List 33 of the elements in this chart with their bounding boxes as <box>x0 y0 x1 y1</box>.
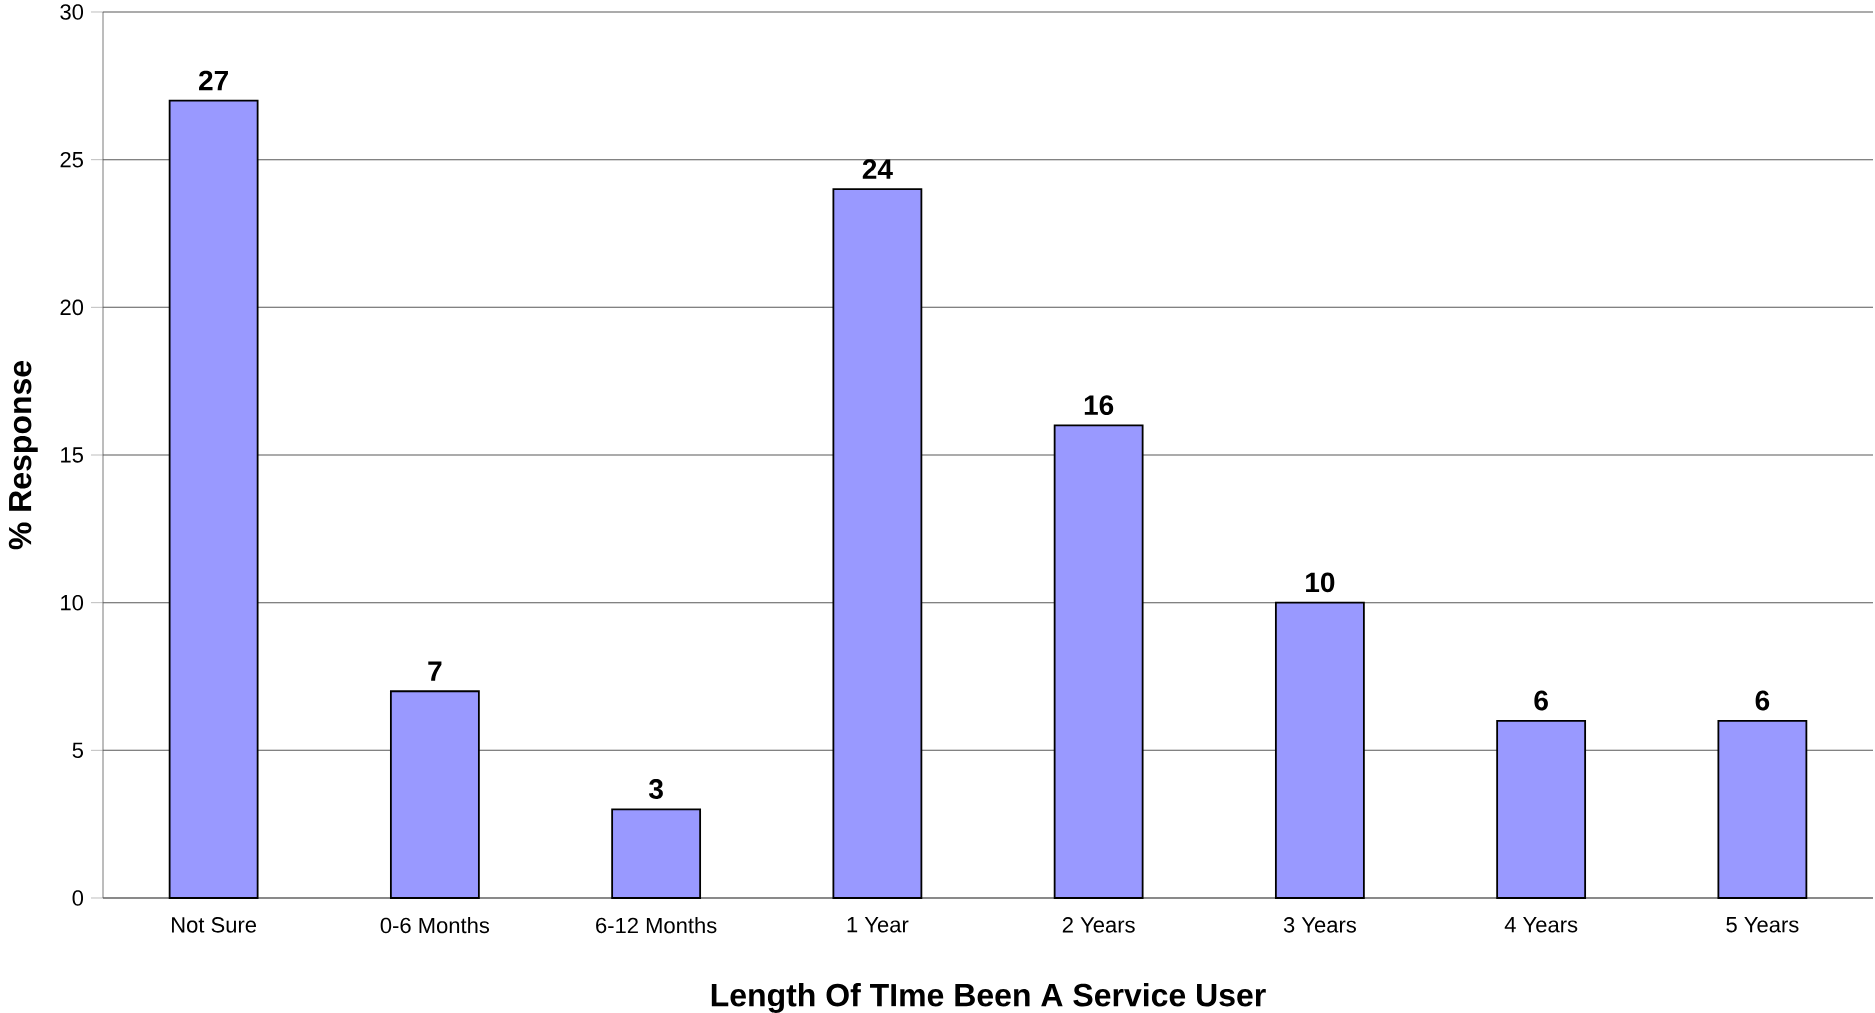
x-tick-label: 6-12 Months <box>596 917 717 934</box>
y-tick-label: 5 <box>72 742 83 759</box>
y-axis-title: % Response <box>8 361 38 550</box>
x-tick-label: Not Sure <box>172 917 257 933</box>
y-tick-label: 30 <box>60 4 84 20</box>
bar <box>1053 424 1144 899</box>
bar <box>1496 719 1587 899</box>
bar <box>1717 719 1808 899</box>
y-tick-label: 10 <box>61 594 84 611</box>
y-tick-label: 20 <box>60 299 84 316</box>
y-tick-label: 0 <box>72 890 84 906</box>
bar <box>611 808 702 899</box>
y-tick-label: 25 <box>60 151 83 168</box>
data-label: 3 <box>648 779 663 799</box>
bar <box>168 99 259 899</box>
data-label: 24 <box>862 159 893 179</box>
data-label: 16 <box>1084 395 1114 416</box>
x-tick-label: 3 Years <box>1283 917 1356 933</box>
x-tick-label: 2 Years <box>1062 917 1135 933</box>
data-label: 27 <box>199 70 228 91</box>
bar <box>1274 601 1365 899</box>
x-tick-label: 4 Years <box>1504 917 1578 933</box>
data-label: 10 <box>1306 572 1335 593</box>
data-label: 6 <box>1534 690 1548 711</box>
bar <box>389 690 480 899</box>
x-tick-label: 0-6 Months <box>380 917 490 934</box>
x-tick-label: 5 Years <box>1726 917 1799 933</box>
data-label: 7 <box>428 661 442 681</box>
bar <box>832 188 923 899</box>
data-label: 6 <box>1755 690 1770 711</box>
x-tick-label: 1 Year <box>847 917 909 933</box>
x-axis-title: Length Of TIme Been A Service User <box>711 982 1266 1013</box>
y-tick-label: 15 <box>61 447 83 463</box>
